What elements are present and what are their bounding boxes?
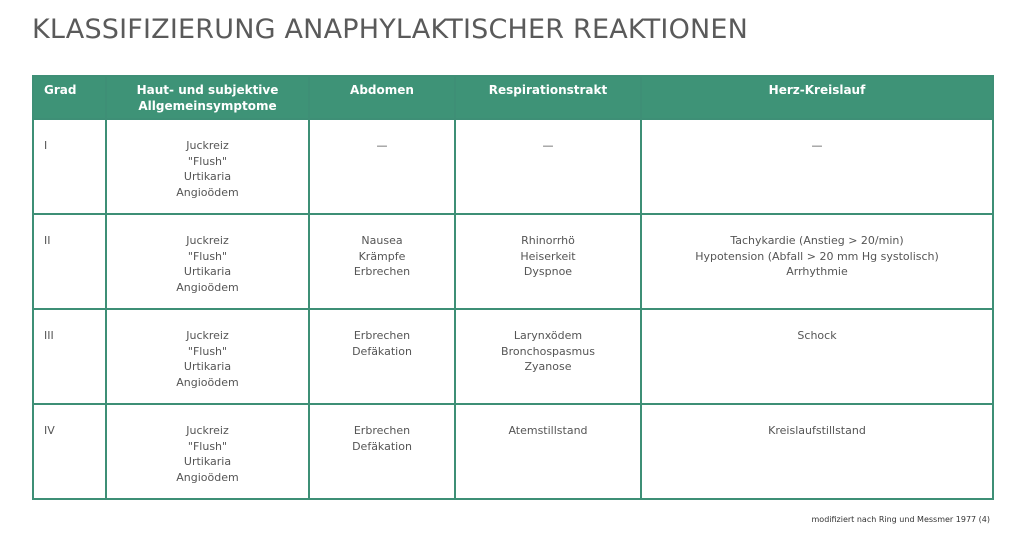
cell-line: Urtikaria [183,265,232,278]
header-abdomen: Abdomen [308,75,456,120]
cell-line: Erbrechen [353,329,411,342]
cell-respirationstrakt: Larynxödem Bronchospasmus Zyanose [454,308,642,405]
cell-line: "Flush" [187,249,228,263]
cell-line: Angioödem [176,185,239,199]
cell-line: Dyspnoe [523,265,573,278]
table-row: II Juckreiz "Flush" Urtikaria Angioödem Nause… [32,213,994,310]
cell-line: Tachykardie (Anstieg > 20/min) [730,234,904,247]
cell-respirationstrakt: Atemstillstand [454,403,642,500]
table-row: IV Juckreiz "Flush" Urtikaria Angioödem Erbre… [32,403,994,500]
cell-line: Atemstillstand [508,424,588,437]
table-body: I Juckreiz "Flush" Urtikaria Angioödem — — — II J… [32,118,994,500]
cell-respirationstrakt: Rhinorrhö Heiserkeit Dyspnoe [454,213,642,310]
cell-line: Heiserkeit [520,249,576,263]
cell-herz-kreislauf: Schock [640,308,994,405]
cell-line: — [542,139,554,152]
cell-abdomen: — [308,118,456,215]
cell-herz-kreislauf: Tachykardie (Anstieg > 20/min) Hypotensio… [640,213,994,310]
cell-line: Angioödem [176,280,239,294]
cell-line: Larynxödem [513,329,583,342]
cell-line: Erbrechen [353,424,411,437]
cell-line: Schock [797,329,837,342]
cell-line: "Flush" [187,439,228,453]
cell-line: Kreislaufstillstand [768,424,866,437]
table-header-row: Grad Haut- und subjektive Allgemeinsympt… [32,75,994,120]
cell-haut: Juckreiz "Flush" Urtikaria Angioödem [105,213,310,310]
cell-respirationstrakt: — [454,118,642,215]
table-row: III Juckreiz "Flush" Urtikaria Angioödem Erbr… [32,308,994,405]
cell-haut: Juckreiz "Flush" Urtikaria Angioödem [105,308,310,405]
header-grad: Grad [32,75,107,120]
cell-line: Juckreiz [186,424,229,437]
header-respirationstrakt: Respirationstrakt [454,75,642,120]
cell-herz-kreislauf: Kreislaufstillstand [640,403,994,500]
table-row: I Juckreiz "Flush" Urtikaria Angioödem — — — [32,118,994,215]
cell-line: Bronchospasmus [501,344,595,358]
cell-line: Urtikaria [183,455,232,468]
cell-line: Angioödem [176,470,239,484]
cell-grad: IV [32,403,107,500]
cell-line: "Flush" [187,344,228,358]
cell-haut: Juckreiz "Flush" Urtikaria Angioödem [105,118,310,215]
cell-grad: II [32,213,107,310]
page-title: KLASSIFIZIERUNG ANAPHYLAKTISCHER REAKTIO… [32,14,749,45]
cell-grad: I [32,118,107,215]
cell-line: — [376,139,388,152]
cell-abdomen: Erbrechen Defäkation [308,308,456,405]
header-haut: Haut- und subjektive Allgemeinsymptome [105,75,310,120]
cell-herz-kreislauf: — [640,118,994,215]
cell-line: Juckreiz [186,329,229,342]
cell-line: Krämpfe [358,249,406,263]
cell-line: Urtikaria [183,360,232,373]
cell-abdomen: Erbrechen Defäkation [308,403,456,500]
cell-line: Rhinorrhö [521,234,575,247]
classification-table: Grad Haut- und subjektive Allgemeinsympt… [32,75,994,500]
cell-line: Juckreiz [186,234,229,247]
cell-line: Erbrechen [353,265,411,278]
cell-line: Nausea [361,234,403,247]
cell-line: "Flush" [187,154,228,168]
cell-line: — [811,139,823,152]
cell-grad: III [32,308,107,405]
cell-line: Juckreiz [186,139,229,152]
cell-line: Zyanose [524,360,572,373]
cell-abdomen: Nausea Krämpfe Erbrechen [308,213,456,310]
cell-line: Defäkation [352,344,412,358]
header-herz-kreislauf: Herz-Kreislauf [640,75,994,120]
source-footnote: modifiziert nach Ring und Messmer 1977 (… [811,515,991,524]
cell-line: Defäkation [352,439,412,453]
cell-line: Urtikaria [183,170,232,183]
cell-haut: Juckreiz "Flush" Urtikaria Angioödem [105,403,310,500]
cell-line: Angioödem [176,375,239,389]
cell-line: Hypotension (Abfall > 20 mm Hg systolisc… [695,249,939,263]
cell-line: Arrhythmie [786,265,848,278]
